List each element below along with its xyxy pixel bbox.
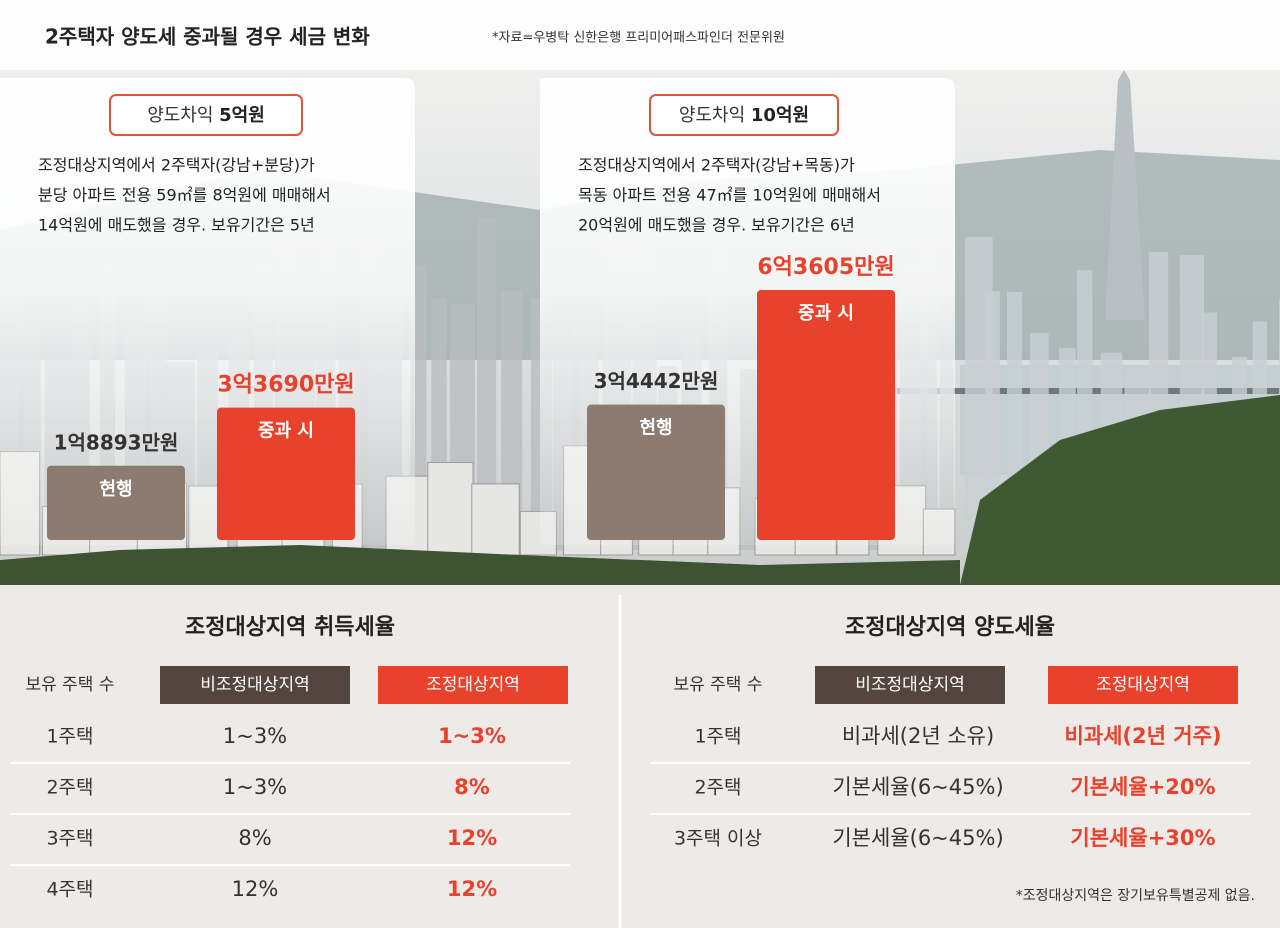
bar-category: 중과 시 xyxy=(258,421,314,442)
table-cell: 비과세(2년 소유) xyxy=(842,724,994,748)
bar xyxy=(757,290,895,540)
column-header: 비조정대상지역 xyxy=(200,675,309,695)
column-tag xyxy=(160,666,350,704)
column-header: 보유 주택 수 xyxy=(25,675,114,695)
source: *자료=우병탁 신한은행 프리미어패스파인더 전문위원 xyxy=(492,30,785,46)
bar-value-label: 1억8893만원 xyxy=(54,430,179,454)
bar-value-label: 6억3605만원 xyxy=(757,255,894,280)
trees xyxy=(0,545,960,585)
tower xyxy=(1105,70,1145,320)
column-tag xyxy=(378,666,568,704)
gain-box xyxy=(109,94,303,136)
table-cell: 3주택 xyxy=(46,828,93,850)
bar-category: 현행 xyxy=(639,418,672,439)
table-cell: 기본세율(6~45%) xyxy=(832,826,1003,850)
gain-amount: 5억원 xyxy=(219,105,265,126)
footnote: *조정대상지역은 장기보유특별공제 없음. xyxy=(1016,888,1255,904)
bar xyxy=(217,407,355,540)
table-cell: 4주택 xyxy=(46,879,93,901)
column-tag xyxy=(815,666,1005,704)
building xyxy=(985,290,1000,550)
gain-amount: 10억원 xyxy=(751,105,809,126)
bar-category: 중과 시 xyxy=(798,303,854,324)
table-cell: 2주택 xyxy=(46,777,93,799)
gain-label: 양도차익 5억원 xyxy=(147,105,265,126)
table-cell: 8% xyxy=(454,775,490,799)
apartment xyxy=(427,461,474,556)
apartment xyxy=(471,483,520,556)
bar xyxy=(47,465,185,540)
table-cell: 8% xyxy=(238,826,271,850)
table-cell: 1~3% xyxy=(223,775,287,799)
gain-label-text: 양도차익 xyxy=(679,105,751,126)
bar xyxy=(587,404,725,540)
description: 조정대상지역에서 2주택자(강남+목동)가 xyxy=(578,156,855,175)
table-cell: 기본세율+30% xyxy=(1070,826,1215,850)
table-cell: 기본세율+20% xyxy=(1070,775,1215,799)
trees xyxy=(960,395,1280,585)
table-cell: 12% xyxy=(447,826,497,850)
description: 20억원에 매도했을 경우. 보유기간은 6년 xyxy=(578,216,855,235)
description: 14억원에 매도했을 경우. 보유기간은 5년 xyxy=(38,216,315,235)
table-cell: 12% xyxy=(232,877,279,901)
table-cell: 1주택 xyxy=(46,726,93,748)
table-title: 조정대상지역 취득세율 xyxy=(185,615,395,640)
description: 목동 아파트 전용 47㎡를 10억원에 매매해서 xyxy=(578,186,881,205)
table-cell: 비과세(2년 거주) xyxy=(1064,724,1221,748)
table-cell: 1~3% xyxy=(438,724,506,748)
table-section xyxy=(0,585,1280,928)
table-cell: 기본세율(6~45%) xyxy=(832,775,1003,799)
bar-value-label: 3억3690만원 xyxy=(217,373,354,398)
gain-label-text: 양도차익 xyxy=(147,105,219,126)
bar-value-label: 3억4442만원 xyxy=(594,369,719,393)
table-cell: 2주택 xyxy=(694,777,741,799)
gain-label: 양도차익 10억원 xyxy=(679,105,809,126)
description: 분당 아파트 전용 59㎡를 8억원에 매매해서 xyxy=(38,186,331,205)
title: 2주택자 양도세 중과될 경우 세금 변화 xyxy=(45,25,370,49)
gain-box xyxy=(649,94,839,136)
description: 조정대상지역에서 2주택자(강남+분당)가 xyxy=(38,156,315,175)
column-header: 보유 주택 수 xyxy=(673,675,762,695)
column-header: 비조정대상지역 xyxy=(855,675,964,695)
table-title: 조정대상지역 양도세율 xyxy=(845,615,1055,640)
table-cell: 1~3% xyxy=(223,724,287,748)
table-cell: 12% xyxy=(447,877,497,901)
column-header: 조정대상지역 xyxy=(426,675,520,695)
table-cell: 1주택 xyxy=(694,726,741,748)
column-header: 조정대상지역 xyxy=(1096,675,1190,695)
column-tag xyxy=(1048,666,1238,704)
building xyxy=(477,217,497,551)
table-cell: 3주택 이상 xyxy=(674,828,762,850)
header-band xyxy=(0,0,1280,70)
bar-category: 현행 xyxy=(99,479,132,500)
